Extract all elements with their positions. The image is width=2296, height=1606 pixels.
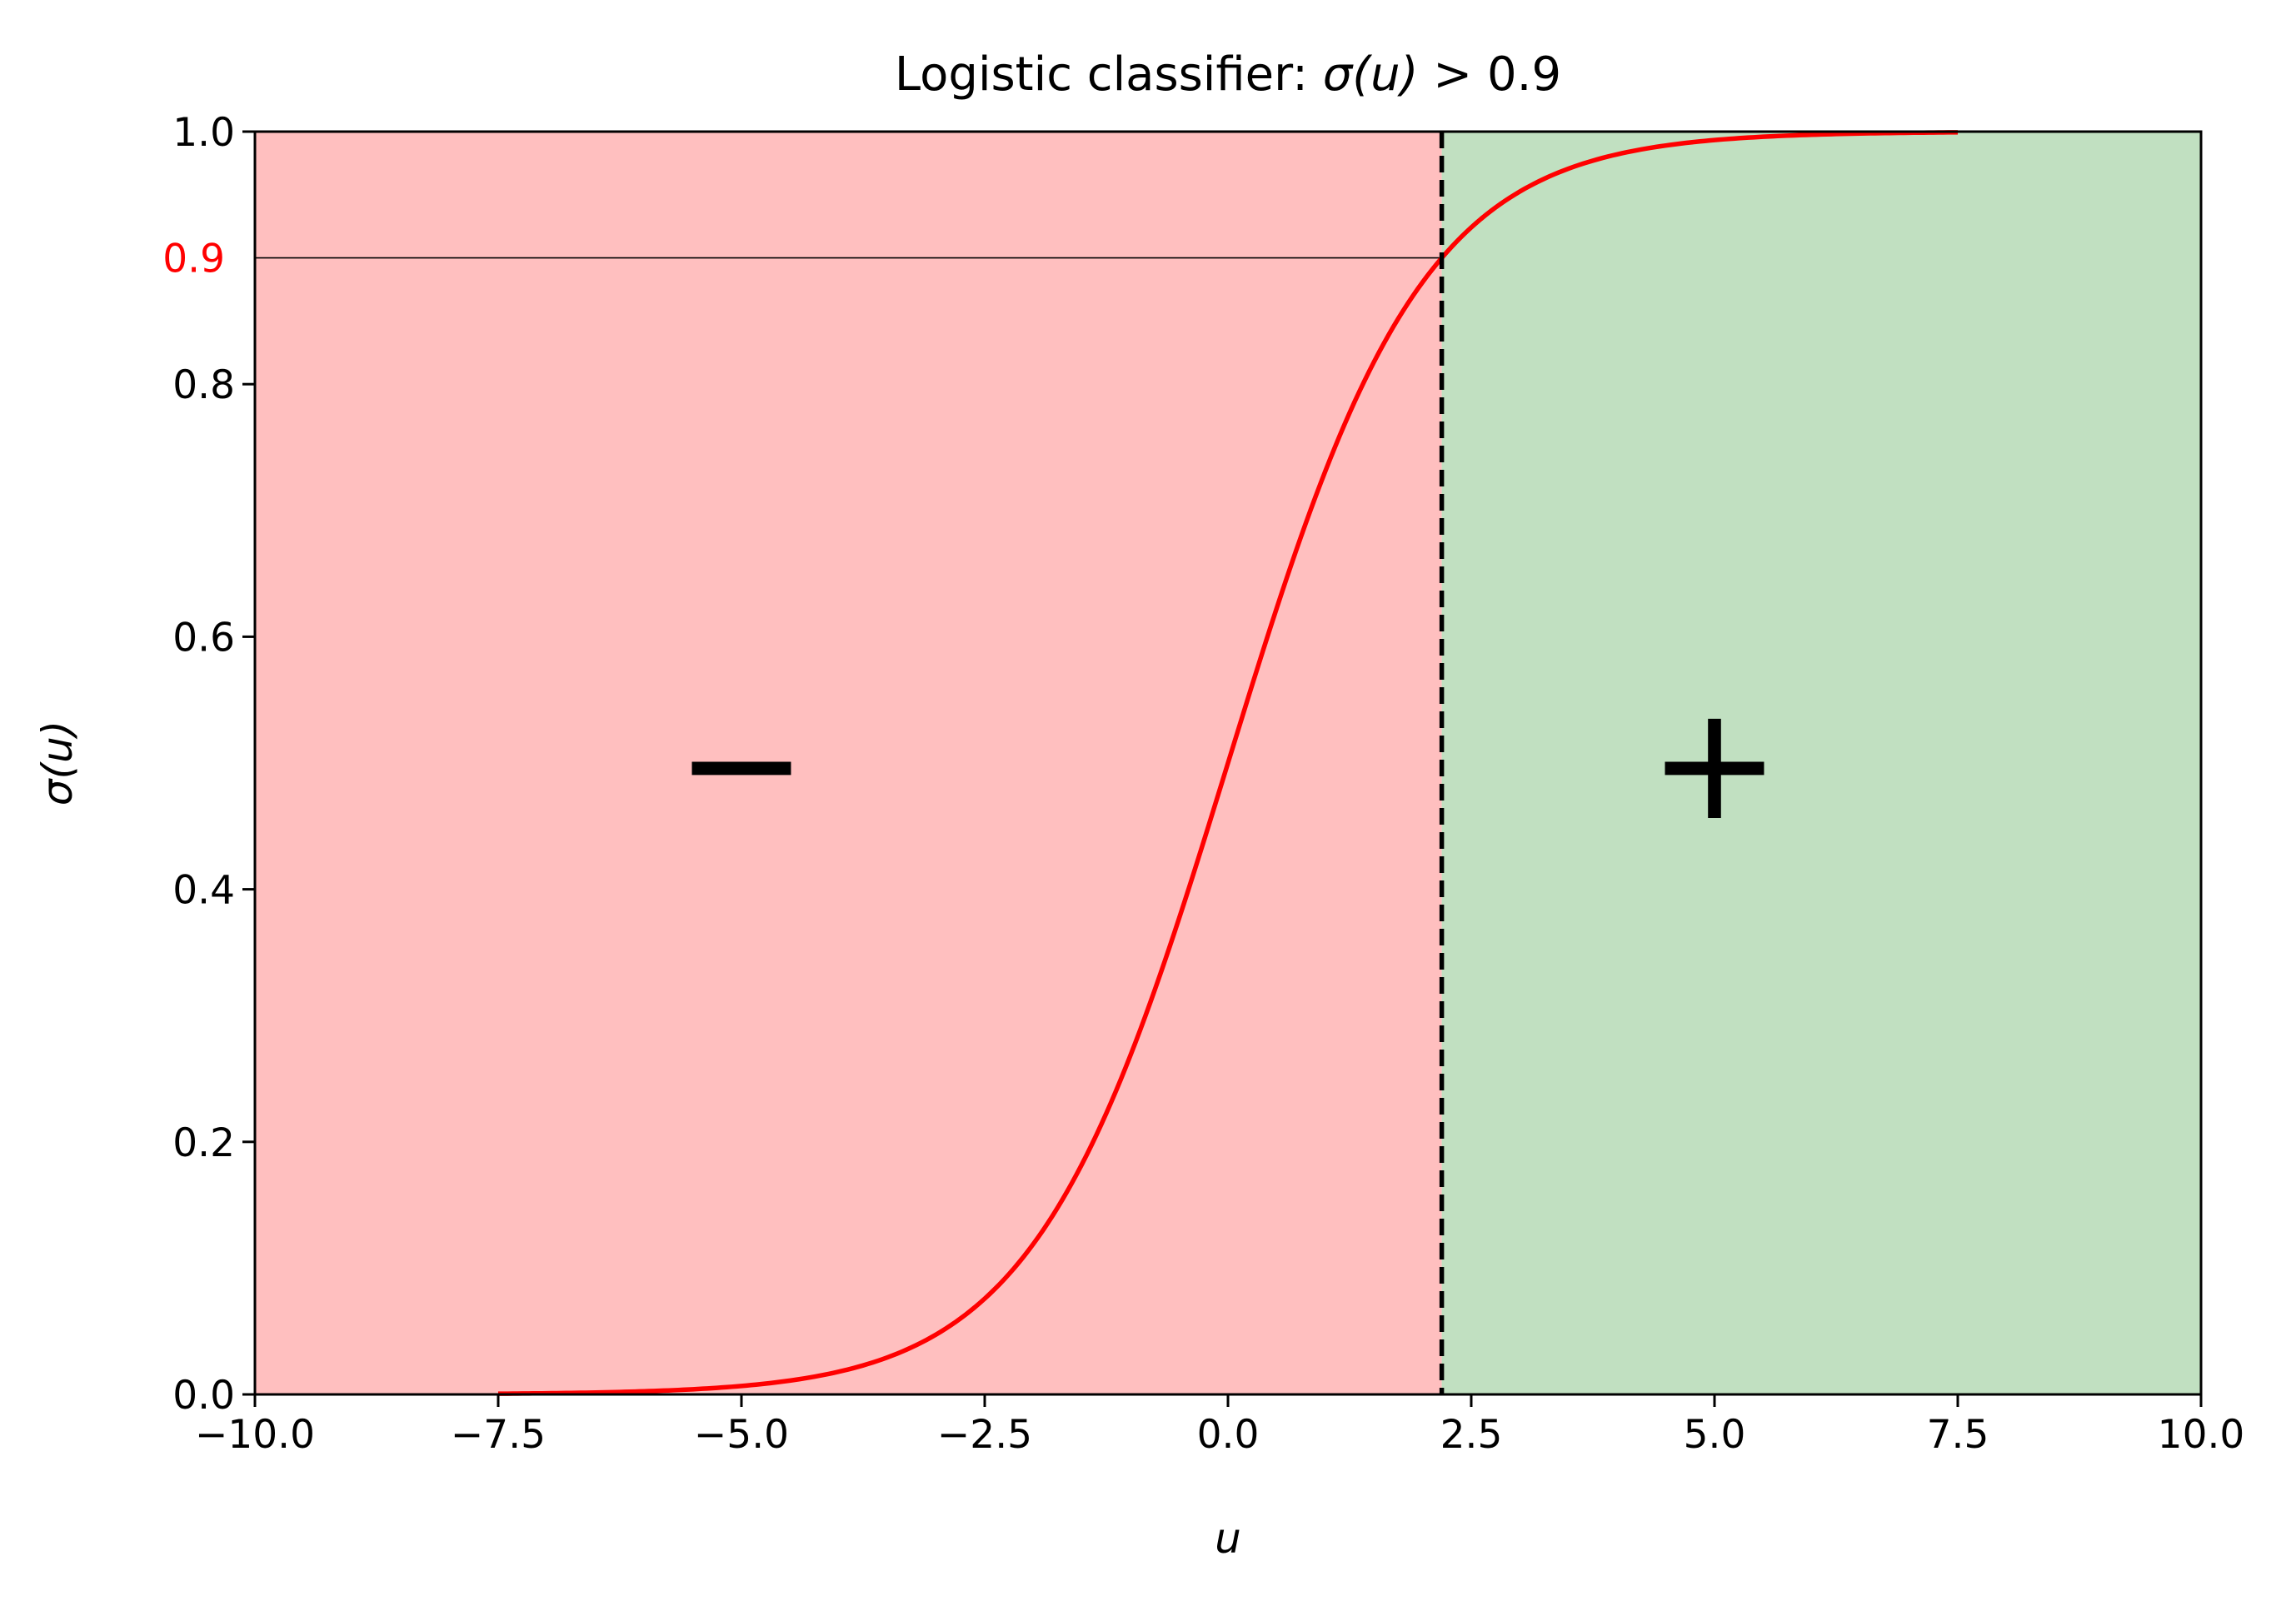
x-axis-ticks: −10.0 −7.5 −5.0 −2.5 0.0 2.5 5.0 7.5 10.0 xyxy=(195,1394,2244,1458)
threshold-label: 0.9 xyxy=(162,237,225,282)
x-tick-label: 0.0 xyxy=(1197,1412,1260,1458)
title-threshold: > 0.9 xyxy=(1418,47,1561,102)
positive-region-sign: + xyxy=(1648,671,1780,855)
x-tick-label: −2.5 xyxy=(937,1412,1032,1458)
y-tick-label: 0.6 xyxy=(172,615,235,661)
y-tick-label: 0.0 xyxy=(172,1373,235,1419)
x-tick-label: −10.0 xyxy=(195,1412,315,1458)
y-axis-ticks: 0.0 0.2 0.4 0.6 0.8 1.0 xyxy=(172,110,255,1419)
x-tick-label: −7.5 xyxy=(451,1412,546,1458)
y-tick-label: 0.4 xyxy=(172,868,235,914)
y-tick-label: 0.8 xyxy=(172,362,235,408)
y-tick-label: 1.0 xyxy=(172,110,235,156)
negative-region xyxy=(255,132,1442,1394)
x-axis-label: u xyxy=(1215,1514,1241,1563)
title-math: σ(u) xyxy=(1323,47,1419,102)
sigmoid-curve xyxy=(497,130,1959,1396)
chart-title: Logistic classifier: σ(u) > 0.9 xyxy=(895,47,1561,102)
x-tick-label: 5.0 xyxy=(1684,1412,1746,1458)
y-tick-label: 0.2 xyxy=(172,1120,235,1166)
region-sign-layer: − + xyxy=(675,671,1780,855)
region-layer xyxy=(255,132,2201,1394)
curve-layer xyxy=(497,130,1959,1396)
x-tick-label: 10.0 xyxy=(2158,1412,2245,1458)
x-tick-label: −5.0 xyxy=(694,1412,789,1458)
title-text: Logistic classifier: xyxy=(895,47,1323,102)
x-tick-label: 7.5 xyxy=(1927,1412,1989,1458)
threshold-layer: 0.9 xyxy=(162,237,1442,282)
positive-region xyxy=(1441,132,2201,1394)
x-tick-label: 2.5 xyxy=(1440,1412,1503,1458)
y-axis-label: σ(u) xyxy=(33,721,82,805)
negative-region-sign: − xyxy=(675,671,807,855)
